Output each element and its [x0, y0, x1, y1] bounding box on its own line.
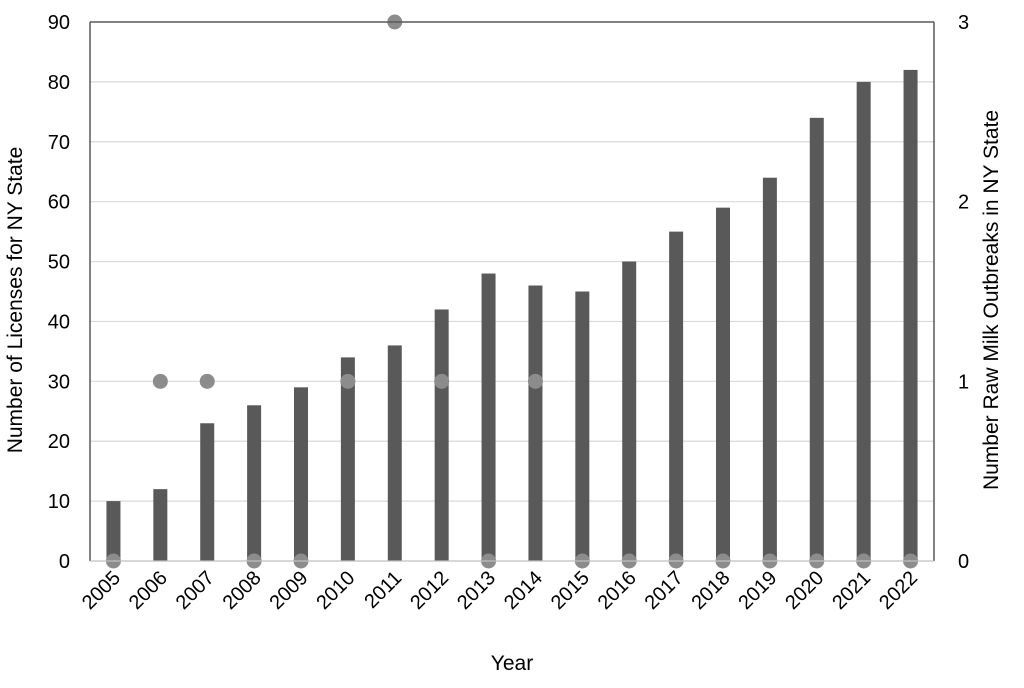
- bar-2008: [247, 405, 262, 561]
- right-axis-ticks: 0 1 2 3: [958, 12, 969, 573]
- outbreak-point-2012: [434, 373, 450, 389]
- x-tick-label: 2006: [125, 567, 172, 614]
- x-axis-ticks: 2005 2006 2007 2008 2009 2010 2011 2012 2013 2014…: [78, 567, 922, 614]
- x-tick-label: 2012: [406, 567, 453, 614]
- bar-2012: [434, 309, 449, 561]
- outbreak-point-2010: [340, 373, 356, 389]
- x-tick-label: 2019: [734, 567, 781, 614]
- gridlines: [90, 81, 934, 502]
- x-tick-label: 2010: [312, 567, 359, 614]
- bar-2005: [106, 501, 121, 561]
- x-tick-label: 2018: [688, 567, 735, 614]
- x-tick-label: 2014: [500, 567, 547, 614]
- y2-axis-label: Number Raw Milk Outbreaks in NY State: [980, 110, 1003, 490]
- y-tick-label: 20: [48, 431, 70, 453]
- left-axis-ticks: 0 10 20 30 40 50 60 70 80 90: [48, 12, 70, 573]
- outbreak-points: [105, 14, 919, 569]
- bar-series: [106, 69, 918, 562]
- y-tick-label: 80: [48, 72, 70, 94]
- bar-2019: [762, 177, 777, 561]
- outbreak-point-2007: [199, 373, 215, 389]
- x-tick-label: 2016: [594, 567, 641, 614]
- x-tick-label: 2013: [453, 567, 500, 614]
- y-tick-label: 0: [59, 551, 70, 573]
- bar-2013: [481, 273, 496, 561]
- y-tick-label: 50: [48, 252, 70, 274]
- x-tick-label: 2007: [172, 567, 219, 614]
- bar-2021: [856, 81, 871, 561]
- bar-2010: [340, 357, 355, 561]
- bar-2016: [622, 261, 637, 561]
- y-tick-label: 60: [48, 192, 70, 214]
- x-tick-label: 2005: [78, 567, 125, 614]
- y-tick-label: 90: [48, 12, 70, 34]
- x-tick-label: 2020: [781, 567, 828, 614]
- y-tick-label: 30: [48, 371, 70, 393]
- outbreak-point-2006: [152, 373, 168, 389]
- y2-tick-label: 0: [958, 551, 969, 573]
- bar-2020: [809, 117, 824, 562]
- bar-2009: [294, 387, 308, 561]
- y-tick-label: 40: [48, 311, 70, 333]
- x-tick-label: 2015: [547, 567, 594, 614]
- x-tick-label: 2017: [641, 567, 688, 614]
- plot-frame: [89, 21, 935, 562]
- y-axis-label: Number of Licenses for NY State: [4, 147, 27, 454]
- y2-tick-label: 1: [958, 371, 969, 393]
- bar-2007: [200, 423, 215, 561]
- bar-2011: [387, 345, 402, 561]
- bar-2006: [153, 489, 168, 561]
- x-tick-label: 2008: [219, 567, 266, 614]
- x-tick-label: 2011: [360, 567, 406, 613]
- bar-2015: [575, 291, 590, 561]
- y2-tick-label: 2: [958, 192, 969, 214]
- x-tick-label: 2022: [875, 567, 922, 614]
- x-axis-label: Year: [491, 652, 533, 675]
- y2-tick-label: 3: [958, 12, 969, 34]
- bar-2017: [669, 231, 684, 561]
- x-tick-label: 2009: [266, 567, 313, 614]
- y-tick-label: 70: [48, 132, 70, 154]
- x-tick-label: 2021: [828, 567, 875, 614]
- bar-2014: [528, 285, 543, 561]
- y-tick-label: 10: [48, 491, 70, 513]
- bar-2022: [903, 69, 918, 562]
- bar-2018: [716, 207, 730, 561]
- outbreak-point-2014: [527, 373, 543, 389]
